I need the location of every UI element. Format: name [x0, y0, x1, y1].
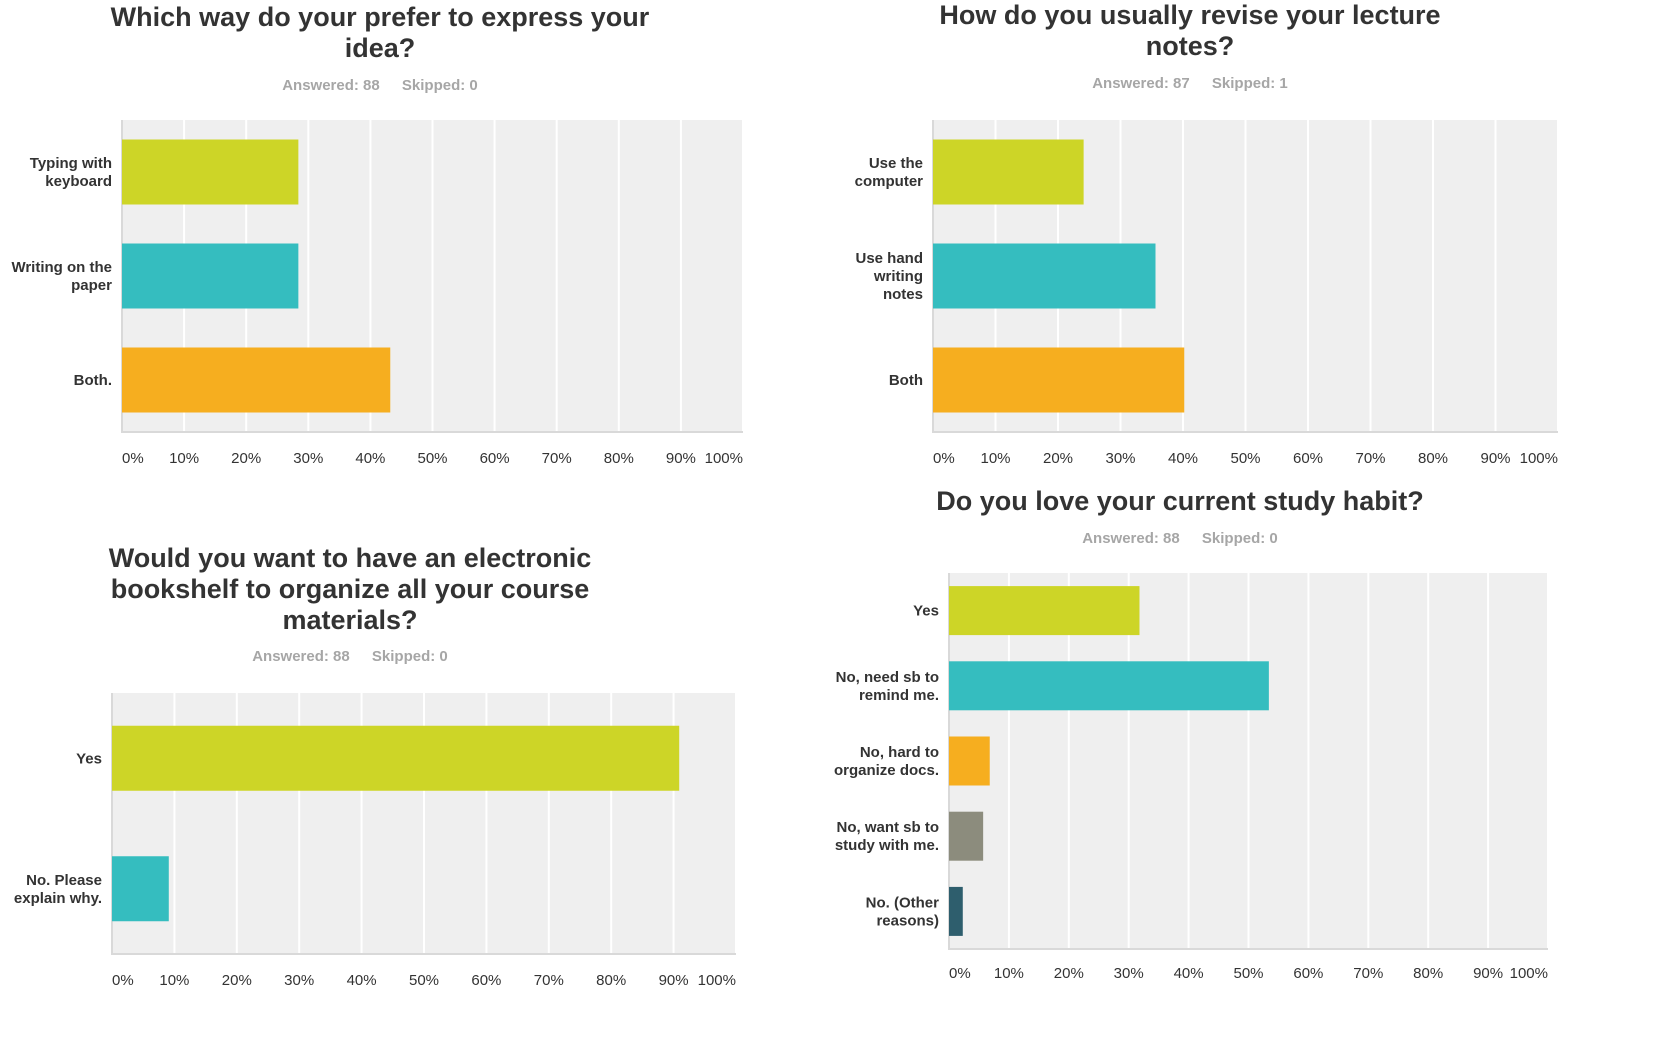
- response-counts: Answered: 88 Skipped: 0: [80, 77, 680, 94]
- response-counts: Answered: 88 Skipped: 0: [920, 530, 1440, 547]
- chart-title: Do you love your current study habit?: [936, 486, 1424, 516]
- bar: [933, 243, 1156, 309]
- x-tick-label: 60%: [471, 972, 501, 989]
- y-category-label: No. (Other reasons): [866, 894, 939, 929]
- x-tick-label: 60%: [1293, 965, 1323, 982]
- skipped-count: Skipped: 0: [371, 648, 448, 665]
- x-tick-label: 30%: [293, 450, 323, 467]
- x-tick-label: 0%: [122, 450, 144, 467]
- x-tick-label: 50%: [417, 450, 447, 467]
- x-tick-label: 90%: [659, 972, 689, 989]
- answered-count: Answered: 88: [252, 648, 350, 665]
- bar: [122, 347, 391, 413]
- bar-chart-express-idea: 0% 10% 20% 30% 40% 50% 60% 70% 80% 90% 100% Typing …: [11, 120, 744, 467]
- response-counts: Answered: 88 Skipped: 0: [50, 648, 650, 665]
- x-tick-label: 10%: [159, 972, 189, 989]
- bar: [949, 736, 990, 786]
- x-tick-label: 30%: [284, 972, 314, 989]
- x-tick-label: 60%: [480, 450, 510, 467]
- answered-count: Answered: 88: [282, 77, 380, 94]
- bar: [122, 243, 299, 309]
- x-tick-label: 10%: [169, 450, 199, 467]
- x-tick-label: 40%: [355, 450, 385, 467]
- bar: [949, 586, 1140, 636]
- bar: [949, 886, 963, 936]
- x-tick-label: 0%: [112, 972, 134, 989]
- y-category-label: Writing on the paper: [11, 259, 112, 294]
- y-category-label: Use hand writing notes: [855, 250, 923, 303]
- bar: [933, 347, 1185, 413]
- y-category-label: Typing with keyboard: [30, 155, 112, 190]
- bar-chart-study-habit: 0% 10% 20% 30% 40% 50% 60% 70% 80% 90% 100% Yes No, …: [834, 573, 1549, 982]
- bar: [949, 811, 984, 861]
- x-tick-label: 70%: [534, 972, 564, 989]
- chart-title: How do you usually revise your lecture n…: [939, 0, 1441, 61]
- x-tick-label: 20%: [222, 972, 252, 989]
- x-tick-label: 60%: [1293, 450, 1323, 467]
- skipped-count: Skipped: 1: [1211, 75, 1288, 92]
- skipped-count: Skipped: 0: [1201, 530, 1278, 547]
- x-tick-label: 80%: [596, 972, 626, 989]
- y-category-label: Yes: [76, 750, 102, 767]
- x-tick-label: 90%: [1480, 450, 1510, 467]
- x-tick-label: 0%: [949, 965, 971, 982]
- x-tick-label: 20%: [1054, 965, 1084, 982]
- x-tick-label: 100%: [1520, 450, 1558, 467]
- x-tick-label: 80%: [1418, 450, 1448, 467]
- bar: [112, 856, 169, 922]
- x-tick-label: 70%: [542, 450, 572, 467]
- answered-count: Answered: 88: [1082, 530, 1180, 547]
- y-category-label: No, want sb to study with me.: [835, 819, 939, 854]
- x-tick-label: 40%: [1174, 965, 1204, 982]
- bar: [933, 139, 1084, 205]
- bar: [122, 139, 299, 205]
- x-tick-label: 100%: [705, 450, 743, 467]
- bar-chart-electronic-bookshelf: 0% 10% 20% 30% 40% 50% 60% 70% 80% 90% 100% Yes No. …: [14, 693, 737, 989]
- bar: [949, 661, 1269, 711]
- y-category-label: Use the computer: [855, 155, 924, 190]
- bar-chart-revise-notes: 0% 10% 20% 30% 40% 50% 60% 70% 80% 90% 100% Use the…: [855, 120, 1559, 467]
- y-category-label: No, need sb to remind me.: [836, 669, 939, 704]
- x-tick-label: 80%: [1413, 965, 1443, 982]
- x-tick-label: 80%: [604, 450, 634, 467]
- x-tick-label: 70%: [1353, 965, 1383, 982]
- x-tick-label: 10%: [980, 450, 1010, 467]
- y-category-label: Both.: [74, 372, 112, 389]
- response-counts: Answered: 87 Skipped: 1: [920, 75, 1460, 92]
- chart-title: Would you want to have an electronic boo…: [108, 543, 592, 635]
- chart-title: Which way do your prefer to express your…: [110, 2, 650, 63]
- x-tick-label: 30%: [1114, 965, 1144, 982]
- skipped-count: Skipped: 0: [401, 77, 478, 94]
- x-tick-label: 20%: [231, 450, 261, 467]
- x-tick-label: 40%: [1168, 450, 1198, 467]
- y-category-label: Yes: [913, 603, 939, 620]
- x-tick-label: 40%: [347, 972, 377, 989]
- x-tick-label: 90%: [666, 450, 696, 467]
- y-category-label: No. Please explain why.: [14, 872, 102, 907]
- x-tick-label: 90%: [1473, 965, 1503, 982]
- x-tick-label: 100%: [698, 972, 736, 989]
- y-category-label: Both: [889, 372, 923, 389]
- x-tick-label: 50%: [1230, 450, 1260, 467]
- x-tick-label: 30%: [1105, 450, 1135, 467]
- x-tick-label: 20%: [1043, 450, 1073, 467]
- x-tick-label: 100%: [1510, 965, 1548, 982]
- x-tick-label: 50%: [409, 972, 439, 989]
- x-tick-label: 50%: [1233, 965, 1263, 982]
- bar: [112, 725, 680, 791]
- y-category-label: No, hard to organize docs.: [834, 744, 939, 779]
- x-tick-label: 70%: [1355, 450, 1385, 467]
- answered-count: Answered: 87: [1092, 75, 1190, 92]
- x-tick-label: 10%: [994, 965, 1024, 982]
- x-tick-label: 0%: [933, 450, 955, 467]
